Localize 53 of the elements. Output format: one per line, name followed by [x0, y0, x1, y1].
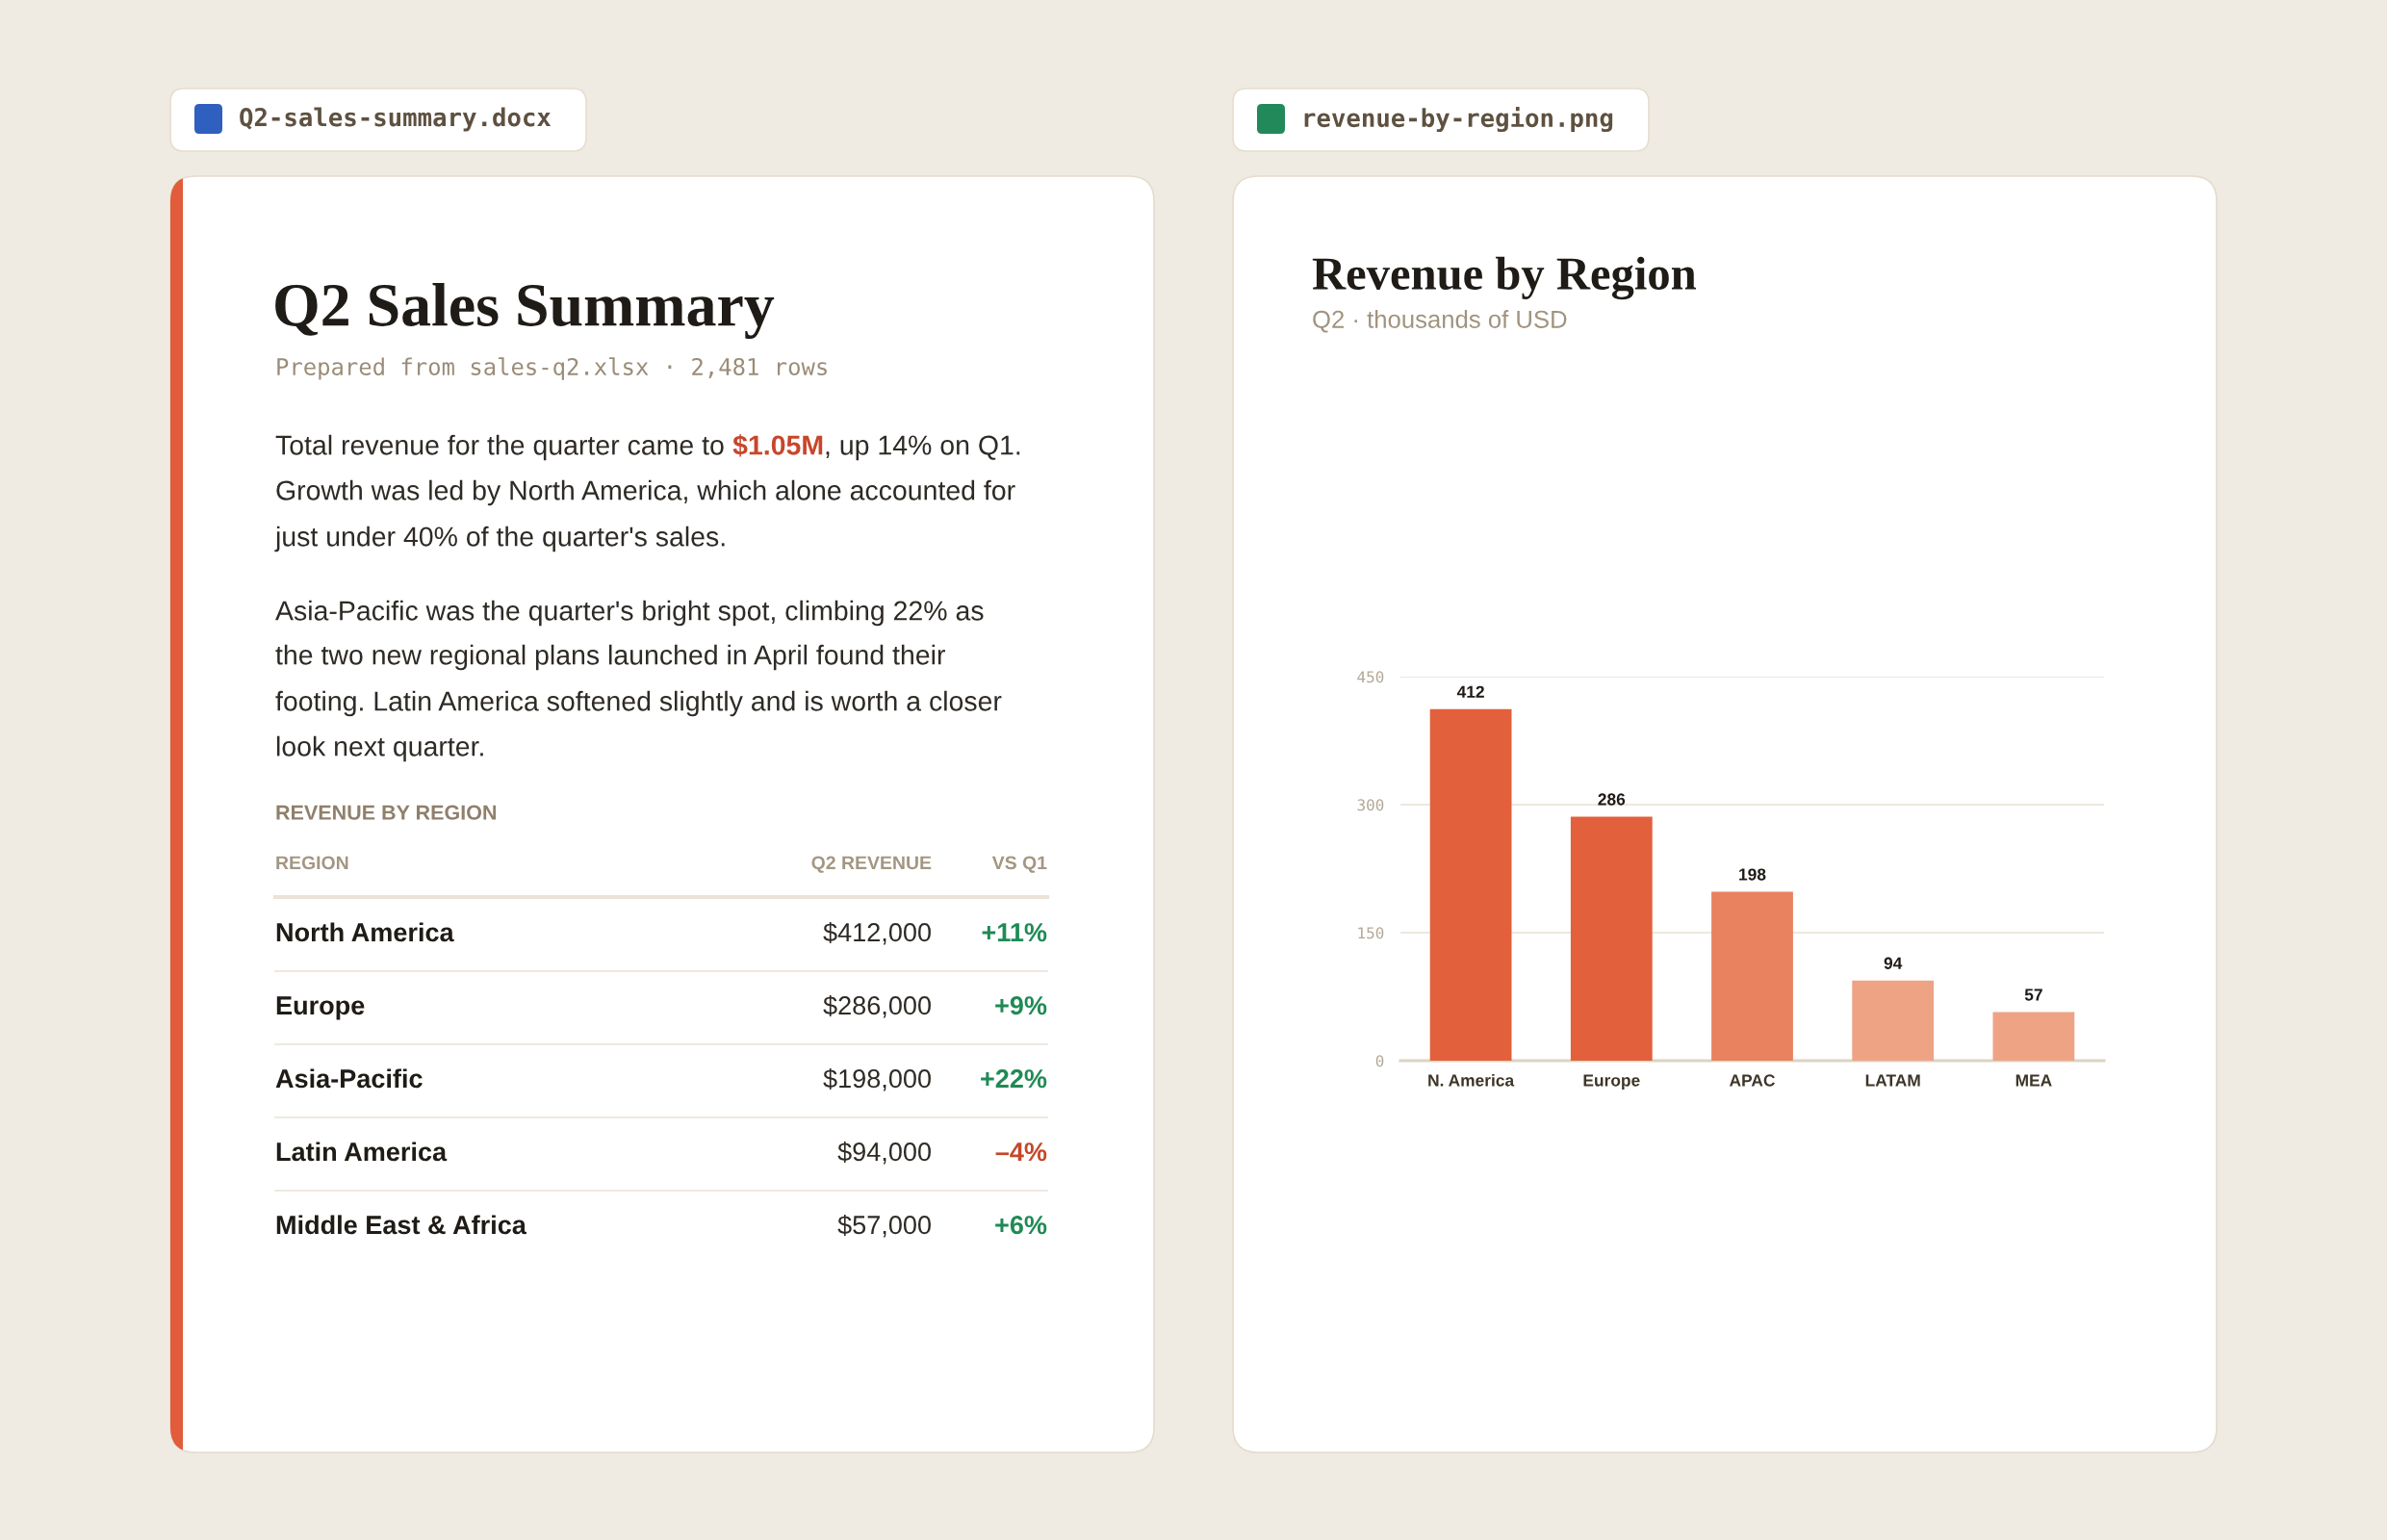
text: look next quarter. [276, 735, 483, 762]
text: –4% [995, 1142, 1047, 1162]
text: Prepared from sales-q2.xlsx · 2,481 rows [277, 357, 827, 380]
chart-title: Revenue by Region [1312, 256, 1696, 300]
data-label: 198 [1739, 868, 1766, 881]
data-label: 94 [1884, 957, 1903, 969]
text: Q2 Sales Summary [275, 282, 775, 340]
text: footing. Latin America softened slightly and is worth a closer [275, 690, 1002, 717]
text: Total revenue for the quarter came to [275, 434, 724, 461]
text: , up 14% on Q1. [826, 435, 1020, 461]
bar [1429, 708, 1512, 1061]
x-tick-label: APAC [1729, 1074, 1775, 1087]
text: $1.05M [732, 434, 823, 457]
text: VS Q1 [991, 856, 1047, 873]
text: North America [276, 922, 454, 942]
text: REGION [276, 856, 348, 870]
text: revenue-by-region.png [1304, 106, 1613, 133]
text: the two new regional plans launched in April found their [275, 644, 945, 671]
bar [1992, 1012, 2075, 1061]
text: Q2-sales-summary.docx [240, 107, 552, 132]
x-tick-label: LATAM [1865, 1074, 1920, 1087]
text: $57,000 [837, 1214, 931, 1238]
data-label: 57 [2024, 988, 2042, 1001]
text: +22% [981, 1069, 1047, 1089]
y-tick-label: 0 [1375, 1055, 1384, 1067]
y-tick-label: 450 [1357, 671, 1384, 683]
text: Europe [276, 996, 365, 1020]
bar [1852, 980, 1935, 1061]
text: $198,000 [823, 1067, 931, 1091]
x-tick-label: MEA [2015, 1074, 2052, 1087]
chart-subtitle: Q2 · thousands of USD [1313, 310, 1567, 333]
text: Asia-Pacific [275, 1068, 423, 1089]
text: Middle East & Africa [276, 1215, 527, 1235]
text: Q2 REVENUE [811, 856, 932, 873]
text: REVENUE BY REGION [276, 805, 497, 820]
text: $412,000 [823, 921, 931, 945]
text: +9% [995, 996, 1047, 1015]
data-label: 412 [1456, 685, 1484, 698]
text: just under 40% of the quarter's sales. [274, 526, 725, 552]
y-tick-label: 300 [1357, 799, 1384, 811]
x-tick-label: N. America [1428, 1073, 1515, 1087]
bar [1711, 891, 1793, 1061]
data-label: 286 [1598, 793, 1626, 806]
bar [1570, 816, 1653, 1061]
text: Latin America [276, 1142, 448, 1162]
y-tick-label: 150 [1358, 927, 1384, 939]
text: $286,000 [823, 994, 931, 1018]
text: +11% [982, 923, 1047, 942]
text: Asia-Pacific was the quarter's bright spot, climbing 22% as [275, 600, 984, 627]
x-tick-label: Europe [1583, 1074, 1640, 1091]
text: +6% [995, 1216, 1047, 1235]
text: $94,000 [837, 1141, 931, 1165]
text: Growth was led by North America, which alone accounted for [276, 479, 1015, 506]
